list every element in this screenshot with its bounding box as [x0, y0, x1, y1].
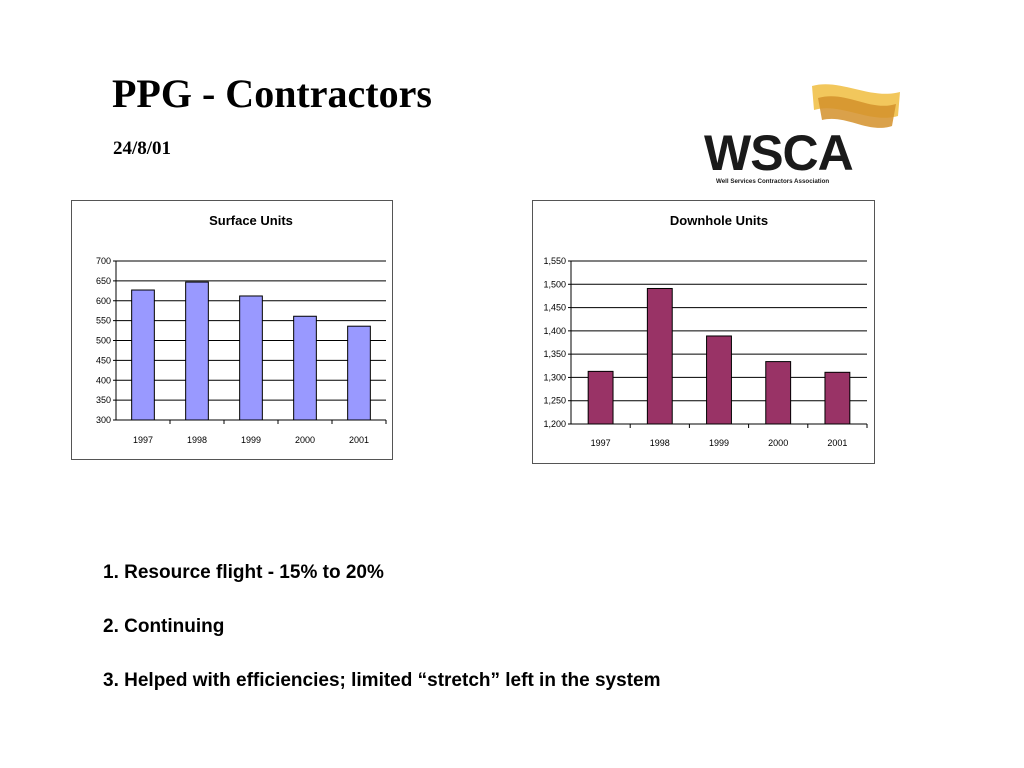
logo-text: WSCA: [704, 125, 853, 181]
point-continuing: 2. Continuing: [103, 616, 225, 637]
downhole-y-tick-label: 1,550: [543, 256, 566, 266]
point-resource-flight: 1. Resource flight - 15% to 20%: [103, 562, 384, 583]
downhole-bar-2000: [765, 361, 792, 425]
downhole-bar-2001: [824, 371, 851, 425]
bullet-points: 1. Resource flight - 15% to 20% 2. Conti…: [103, 562, 660, 724]
downhole-y-tick-label: 1,350: [543, 349, 566, 359]
downhole-y-tick-label: 1,300: [543, 372, 566, 382]
slide-title: PPG - Contractors: [112, 71, 432, 116]
downhole-x-tick-label: 2001: [827, 438, 847, 448]
downhole-chart-title: Downhole Units: [670, 213, 768, 228]
downhole-y-tick-label: 1,400: [543, 326, 566, 336]
slide-date: 24/8/01: [113, 138, 172, 159]
surface-x-tick-label: 2001: [349, 435, 369, 445]
downhole-units-chart: Downhole Units 1,200 1,250 1,300 1,350 1,400 1…: [532, 200, 875, 464]
downhole-y-tick-label: 1,500: [543, 279, 566, 289]
surface-bar-1998: [185, 281, 209, 421]
surface-bar-1999: [239, 295, 263, 421]
surface-bar-2000: [293, 315, 317, 421]
surface-x-tick-label: 1999: [241, 435, 261, 445]
logo-flag-front: [818, 96, 896, 128]
downhole-y-tick-label: 1,200: [543, 419, 566, 429]
surface-y-tick-label: 500: [96, 336, 111, 346]
downhole-x-tick-label: 1997: [591, 438, 611, 448]
surface-y-tick-label: 600: [96, 296, 111, 306]
downhole-bar-1999: [706, 335, 732, 425]
downhole-x-tick-label: 1998: [650, 438, 670, 448]
downhole-y-tick-label: 1,250: [543, 396, 566, 406]
surface-units-chart-svg: Surface Units 300 350 400 450 500 550 600 650 700…: [96, 213, 387, 445]
wsca-logo-graphic: WSCA Well Services Contractors Associati…: [704, 84, 900, 185]
downhole-units-chart-svg: Downhole Units 1,200 1,250 1,300 1,350 1,400 1…: [543, 213, 868, 448]
downhole-bar-1997: [587, 370, 614, 425]
surface-chart-title: Surface Units: [209, 213, 293, 228]
surface-bar-1997: [131, 289, 155, 421]
surface-y-tick-label: 700: [96, 256, 111, 266]
surface-y-tick-label: 450: [96, 355, 111, 365]
surface-x-tick-label: 1998: [187, 435, 207, 445]
wsca-logo: WSCA Well Services Contractors Associati…: [700, 76, 910, 188]
surface-y-tick-label: 300: [96, 415, 111, 425]
downhole-x-tick-label: 1999: [709, 438, 729, 448]
surface-y-tick-label: 550: [96, 316, 111, 326]
surface-y-tick-label: 400: [96, 375, 111, 385]
surface-units-chart: Surface Units 300 350 400 450 500 550 600 650 700…: [71, 200, 393, 460]
surface-x-tick-label: 1997: [133, 435, 153, 445]
downhole-x-tick-label: 2000: [768, 438, 788, 448]
surface-y-tick-label: 350: [96, 395, 111, 405]
downhole-bar-1998: [646, 287, 673, 425]
surface-bar-2001: [347, 325, 371, 421]
point-efficiencies: 3. Helped with efficiencies; limited “st…: [103, 670, 661, 691]
surface-x-tick-label: 2000: [295, 435, 315, 445]
surface-y-tick-label: 650: [96, 276, 111, 286]
downhole-y-tick-label: 1,450: [543, 303, 566, 313]
logo-subtitle: Well Services Contractors Association: [716, 178, 829, 185]
